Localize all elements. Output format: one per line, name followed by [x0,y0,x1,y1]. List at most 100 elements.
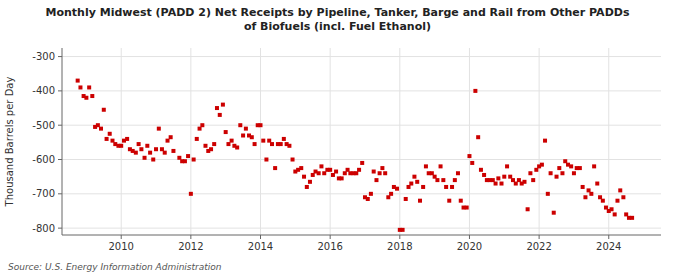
x-tick [469,235,470,239]
point [587,188,591,192]
point [540,163,544,167]
x-tick-label: 2024 [596,241,621,252]
point [459,199,463,203]
point [433,175,437,179]
point [456,171,460,175]
point [465,206,469,210]
x-tick-label: 2012 [178,241,203,252]
y-grid-line [62,56,661,57]
point [261,139,265,143]
point [291,158,295,162]
y-tick-label: -600 [32,154,55,165]
y-tick-label: -700 [32,188,55,199]
title-line: of Biofuels (incl. Fuel Ethanol) [244,20,431,33]
x-tick-label: 2018 [387,241,412,252]
point [209,147,213,151]
point [279,142,283,146]
point [90,94,94,98]
point [615,199,619,203]
point [592,164,596,168]
point [108,132,112,136]
x-grid-line [190,48,191,235]
point [589,192,593,196]
point [143,156,147,160]
point [238,123,242,127]
point [230,139,234,143]
y-grid-line [62,90,661,91]
point [212,142,216,146]
point [287,144,291,148]
point [412,175,416,179]
point [453,178,457,182]
point [418,199,422,203]
point [319,164,323,168]
point [374,178,378,182]
y-tick [58,228,62,229]
point [311,173,315,177]
point [430,171,434,175]
point [572,171,576,175]
x-tick [190,235,191,239]
point [195,137,199,141]
chart-title: Monthly Midwest (PADD 2) Net Receipts by… [46,6,630,33]
point [494,182,498,186]
x-grid-line [469,48,470,235]
y-grid-line [62,193,661,194]
point [502,175,506,179]
x-tick [399,235,400,239]
point [241,133,245,137]
point [447,199,451,203]
point [354,171,358,175]
point [444,185,448,189]
y-tick [58,193,62,194]
point [102,108,106,112]
point [595,182,599,186]
point [569,164,573,168]
point [555,175,559,179]
point [267,139,271,143]
point [125,137,129,141]
x-tick-label: 2022 [526,241,551,252]
point [317,171,321,175]
x-grid-line [539,48,540,235]
point [78,85,82,89]
point [192,158,196,162]
title-line: Monthly Midwest (PADD 2) Net Receipts by… [46,6,630,19]
point [253,142,257,146]
point [189,192,193,196]
point [186,154,190,158]
point [340,176,344,180]
point [264,158,268,162]
y-tick-label: -800 [32,223,55,234]
point [526,207,530,211]
point [508,175,512,179]
point [183,159,187,163]
point [99,127,103,131]
point [334,170,338,174]
point [514,182,518,186]
points [76,79,634,232]
x-tick [330,235,331,239]
point [496,176,500,180]
point [581,185,585,189]
point [546,192,550,196]
x-grid-line [608,48,609,235]
point [421,185,425,189]
x-tick [260,235,261,239]
point [383,171,387,175]
point [302,175,306,179]
point [467,154,471,158]
x-tick-label: 2010 [108,241,133,252]
point [259,123,263,127]
point [604,206,608,210]
point [479,168,483,172]
point [618,188,622,192]
point [630,216,634,220]
point [389,192,393,196]
point [372,170,376,174]
point [87,85,91,89]
point [226,142,230,146]
point [134,151,138,155]
point [522,180,526,184]
point [491,178,495,182]
